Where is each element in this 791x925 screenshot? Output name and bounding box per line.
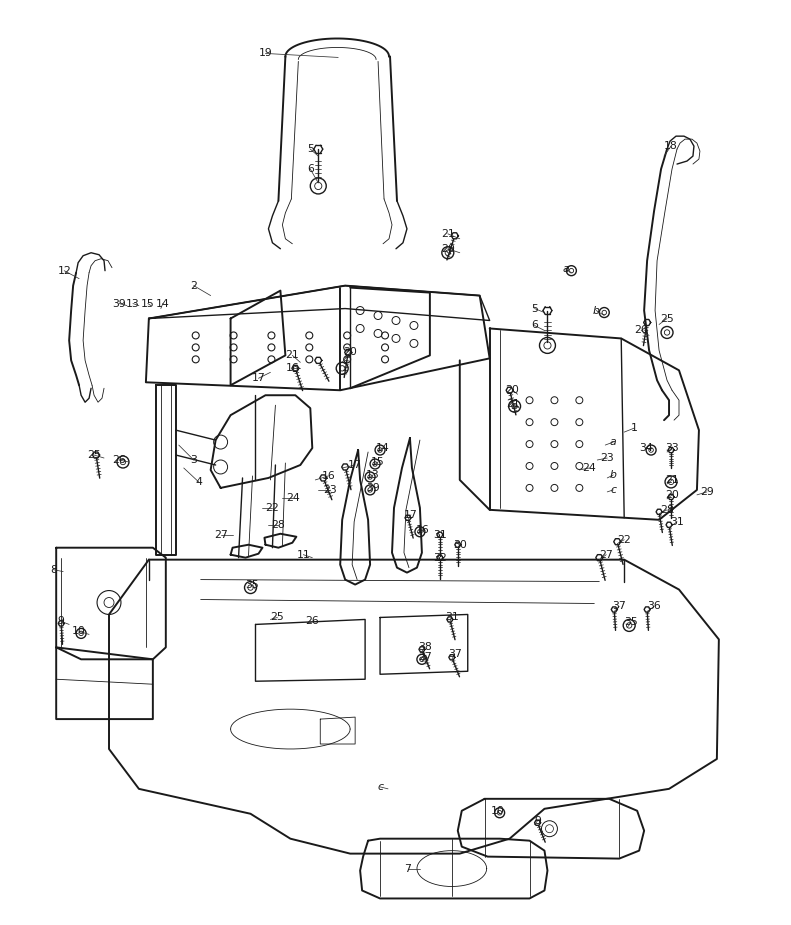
Text: 16: 16: [286, 364, 299, 374]
Text: b: b: [593, 305, 600, 315]
Text: c: c: [610, 485, 616, 495]
Text: 26: 26: [112, 455, 126, 465]
Text: b: b: [610, 470, 617, 480]
Text: 39: 39: [366, 483, 380, 493]
Text: 30: 30: [452, 539, 467, 549]
Text: 21: 21: [441, 228, 455, 239]
Text: 20: 20: [665, 490, 679, 500]
Text: 31: 31: [433, 530, 447, 540]
Text: 14: 14: [156, 299, 170, 309]
Text: 10: 10: [490, 806, 505, 816]
Text: 6: 6: [531, 320, 538, 330]
Text: a: a: [610, 438, 616, 447]
Text: 10: 10: [72, 626, 86, 636]
Text: 22: 22: [617, 535, 631, 545]
Text: 5: 5: [307, 144, 314, 154]
Text: 12: 12: [57, 265, 71, 276]
Text: 16: 16: [321, 471, 335, 481]
Text: 31: 31: [445, 612, 459, 623]
Text: 19: 19: [259, 48, 272, 58]
Text: 31: 31: [670, 517, 684, 527]
Text: 37: 37: [448, 649, 462, 660]
Text: 21: 21: [286, 351, 299, 361]
Text: 16: 16: [416, 524, 430, 535]
Text: 2: 2: [191, 280, 197, 290]
Text: 3: 3: [191, 455, 197, 465]
Text: 15: 15: [141, 299, 155, 309]
Text: 17: 17: [404, 510, 418, 520]
Text: 25: 25: [660, 314, 674, 324]
Text: 4: 4: [195, 477, 202, 487]
Text: 5: 5: [531, 303, 538, 314]
Text: 34: 34: [639, 443, 653, 453]
Text: 27: 27: [600, 549, 613, 560]
Text: 22: 22: [266, 503, 279, 512]
Text: 27: 27: [214, 530, 228, 540]
Text: 26: 26: [305, 616, 319, 626]
Text: 33: 33: [665, 443, 679, 453]
Text: 13: 13: [366, 470, 380, 480]
Text: 28: 28: [271, 520, 286, 530]
Text: 9: 9: [534, 816, 541, 826]
Text: 38: 38: [418, 642, 432, 652]
Text: 29: 29: [700, 487, 713, 497]
Text: 1: 1: [630, 423, 638, 433]
Text: 35: 35: [246, 580, 259, 589]
Text: 24: 24: [286, 493, 301, 503]
Text: 27: 27: [418, 652, 432, 662]
Text: 15: 15: [371, 457, 385, 467]
Text: 11: 11: [297, 549, 310, 560]
Text: 21: 21: [665, 475, 679, 485]
Text: 8: 8: [50, 564, 57, 574]
Text: a: a: [562, 264, 569, 274]
Text: 14: 14: [377, 443, 390, 453]
Text: 37: 37: [612, 601, 626, 611]
Text: 24: 24: [582, 463, 596, 473]
Text: 18: 18: [664, 142, 678, 151]
Text: 23: 23: [324, 485, 337, 495]
Text: 25: 25: [271, 612, 284, 623]
Text: 23: 23: [600, 453, 614, 463]
Text: 28: 28: [660, 505, 674, 515]
Text: 20: 20: [343, 348, 357, 357]
Text: 17: 17: [252, 374, 265, 383]
Text: 17: 17: [348, 460, 362, 470]
Text: 13: 13: [126, 299, 140, 309]
Text: 20: 20: [505, 385, 520, 395]
Text: 20: 20: [441, 244, 455, 253]
Text: 35: 35: [624, 617, 638, 627]
Text: 39: 39: [112, 299, 126, 309]
Text: 21: 21: [505, 400, 520, 409]
Text: c: c: [377, 782, 383, 792]
Text: 9: 9: [58, 616, 65, 626]
Text: 36: 36: [647, 601, 661, 611]
Text: 26: 26: [634, 326, 648, 336]
Text: 25: 25: [87, 450, 101, 460]
Text: 7: 7: [404, 864, 411, 873]
Text: 32: 32: [433, 552, 447, 562]
Text: 6: 6: [307, 164, 314, 174]
